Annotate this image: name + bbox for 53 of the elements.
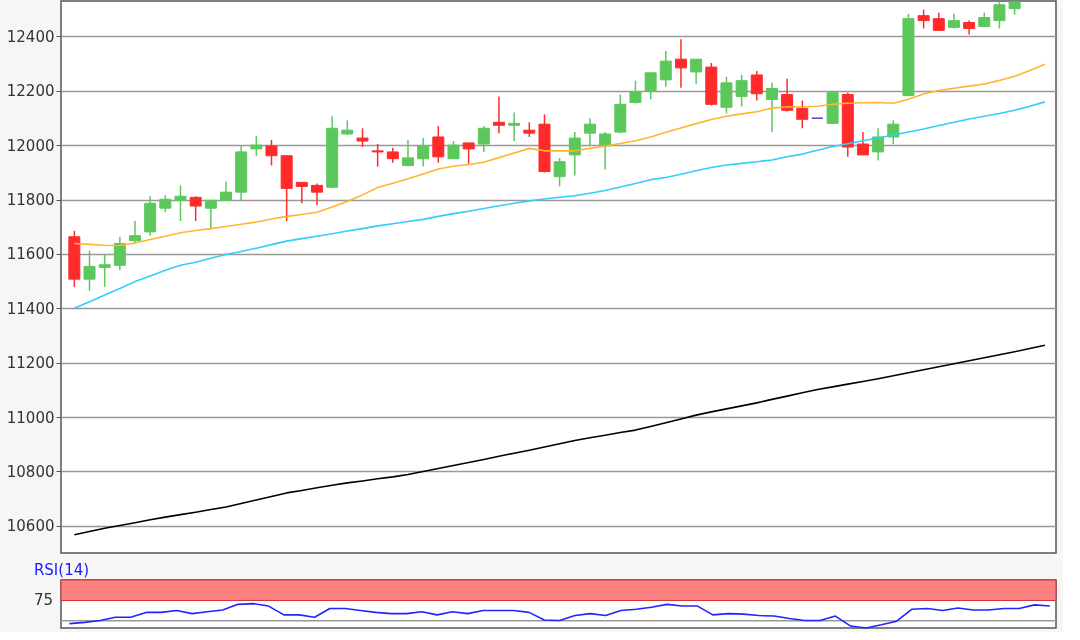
- y-tick-label: 11400: [6, 299, 55, 318]
- candlestick: [750, 70, 763, 102]
- candlestick: [174, 184, 187, 222]
- candlestick: [765, 82, 778, 133]
- candlestick: [356, 127, 369, 148]
- candlestick: [508, 111, 521, 142]
- candlestick: [189, 195, 202, 222]
- candlestick: [401, 139, 414, 168]
- candlestick: [250, 135, 263, 157]
- candlestick: [129, 220, 141, 245]
- candlestick: [310, 182, 323, 206]
- candlestick: [462, 142, 475, 165]
- candlestick: [265, 139, 278, 167]
- candlestick: [553, 157, 566, 188]
- line-series: [73, 101, 1046, 310]
- y-tick-label: 11800: [6, 191, 55, 209]
- candlestick: [204, 199, 217, 230]
- candlestick: [659, 50, 672, 88]
- line-series: [73, 344, 1046, 536]
- y-tick-label: 12400: [6, 27, 55, 46]
- candlestick: [781, 78, 794, 113]
- candlestick: [872, 127, 885, 162]
- candlestick: [856, 131, 869, 156]
- y-tick-label: 12200: [6, 82, 55, 101]
- candlestick: [796, 99, 809, 130]
- candlestick: [113, 236, 126, 271]
- candlestick: [371, 143, 384, 168]
- y-tick-label: 11000: [6, 408, 55, 427]
- band-label: 75: [33, 591, 53, 610]
- candlestick: [674, 38, 687, 89]
- candlestick: [993, 1, 1006, 30]
- y-tick-label: 11600: [6, 245, 55, 264]
- y-tick-label: 12000: [6, 136, 55, 155]
- candlestick: [644, 72, 657, 101]
- candlestick: [492, 95, 505, 134]
- candlestick: [599, 131, 612, 171]
- candlestick: [583, 117, 596, 146]
- candlestick: [432, 125, 445, 164]
- y-tick-label: 10600: [6, 517, 55, 536]
- candlestick: [690, 58, 703, 85]
- candlestick: [477, 125, 490, 153]
- y-tick-label: 11200: [6, 354, 55, 373]
- candlestick: [568, 131, 581, 177]
- candlestick: [295, 181, 308, 205]
- chart-title: RSI(14): [33, 560, 90, 579]
- y-tick-label: 10800: [6, 462, 55, 481]
- candlestick: [917, 8, 930, 30]
- candlestick: [98, 253, 111, 288]
- candlestick: [629, 79, 642, 105]
- candlestick: [417, 137, 430, 168]
- candlestick: [220, 180, 232, 202]
- candlestick: [83, 249, 96, 292]
- candlestick: [735, 74, 748, 108]
